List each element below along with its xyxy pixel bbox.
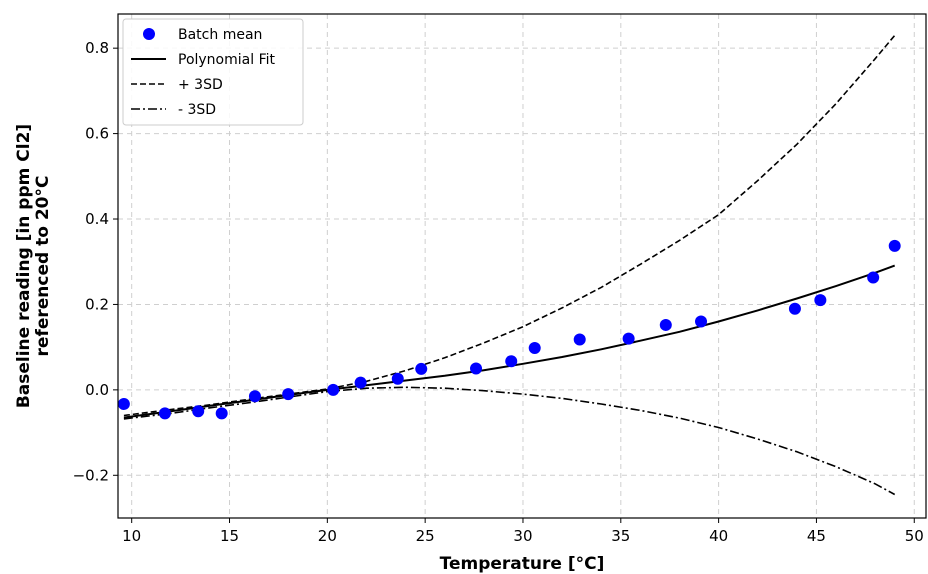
batch-mean-point bbox=[814, 294, 827, 307]
y-axis-label: Baseline reading [in ppm Cl2] referenced… bbox=[14, 124, 53, 408]
series-line-0 bbox=[123, 264, 896, 419]
scatter-points bbox=[117, 239, 901, 420]
batch-mean-point bbox=[415, 362, 428, 375]
batch-mean-point bbox=[327, 383, 340, 396]
series-line-1 bbox=[123, 34, 896, 417]
legend-label-plus-3sd: + 3SD bbox=[178, 77, 223, 93]
y-axis-label-line1: Baseline reading [in ppm Cl2] bbox=[14, 124, 34, 408]
y-tick-label: 0.8 bbox=[85, 39, 109, 57]
batch-mean-point bbox=[622, 332, 635, 345]
batch-mean-point bbox=[215, 407, 228, 420]
series-lines bbox=[123, 34, 896, 496]
batch-mean-point bbox=[573, 333, 586, 346]
y-tick-label: 0.4 bbox=[85, 210, 109, 228]
legend-marker-batch-mean bbox=[143, 28, 155, 40]
batch-mean-point bbox=[659, 318, 672, 331]
x-axis-label: Temperature [°C] bbox=[440, 554, 605, 574]
y-tick-label: 0.0 bbox=[85, 381, 109, 399]
y-tick-label: 0.2 bbox=[85, 295, 109, 313]
batch-mean-point bbox=[158, 407, 171, 420]
x-tick-label: 25 bbox=[416, 527, 435, 545]
series-line-2 bbox=[123, 386, 896, 496]
x-axis-ticks: 10 15 20 25 30 35 40 45 50 bbox=[122, 518, 924, 545]
batch-mean-point bbox=[470, 362, 483, 375]
batch-mean-point bbox=[788, 302, 801, 315]
legend-label-batch-mean: Batch mean bbox=[178, 27, 262, 43]
x-tick-label: 30 bbox=[513, 527, 532, 545]
x-tick-label: 50 bbox=[905, 527, 924, 545]
batch-mean-point bbox=[695, 315, 708, 328]
batch-mean-point bbox=[282, 388, 295, 401]
legend-box bbox=[122, 18, 304, 126]
y-tick-label: −0.2 bbox=[73, 466, 109, 484]
x-tick-label: 35 bbox=[611, 527, 630, 545]
batch-mean-point bbox=[888, 239, 901, 252]
batch-mean-point bbox=[528, 342, 541, 355]
x-tick-label: 40 bbox=[709, 527, 728, 545]
batch-mean-point bbox=[867, 271, 880, 284]
batch-mean-point bbox=[192, 405, 205, 418]
plot-frame bbox=[117, 13, 927, 519]
x-tick-label: 45 bbox=[807, 527, 826, 545]
legend-label-minus-3sd: - 3SD bbox=[178, 102, 216, 118]
batch-mean-point bbox=[391, 372, 404, 385]
batch-mean-point bbox=[117, 397, 130, 410]
x-tick-label: 10 bbox=[122, 527, 141, 545]
legend-label-polynomial-fit: Polynomial Fit bbox=[178, 52, 275, 68]
legend: Batch mean Polynomial Fit + 3SD - 3SD bbox=[122, 18, 304, 126]
batch-mean-point bbox=[354, 376, 367, 389]
y-axis-label-line2: referenced to 20°C bbox=[33, 176, 53, 357]
x-tick-label: 15 bbox=[220, 527, 239, 545]
y-tick-label: 0.6 bbox=[85, 125, 109, 143]
x-tick-label: 20 bbox=[318, 527, 337, 545]
y-axis-ticks: −0.2 0.0 0.2 0.4 0.6 0.8 bbox=[73, 39, 118, 484]
batch-mean-point bbox=[248, 390, 261, 403]
batch-mean-point bbox=[505, 355, 518, 368]
